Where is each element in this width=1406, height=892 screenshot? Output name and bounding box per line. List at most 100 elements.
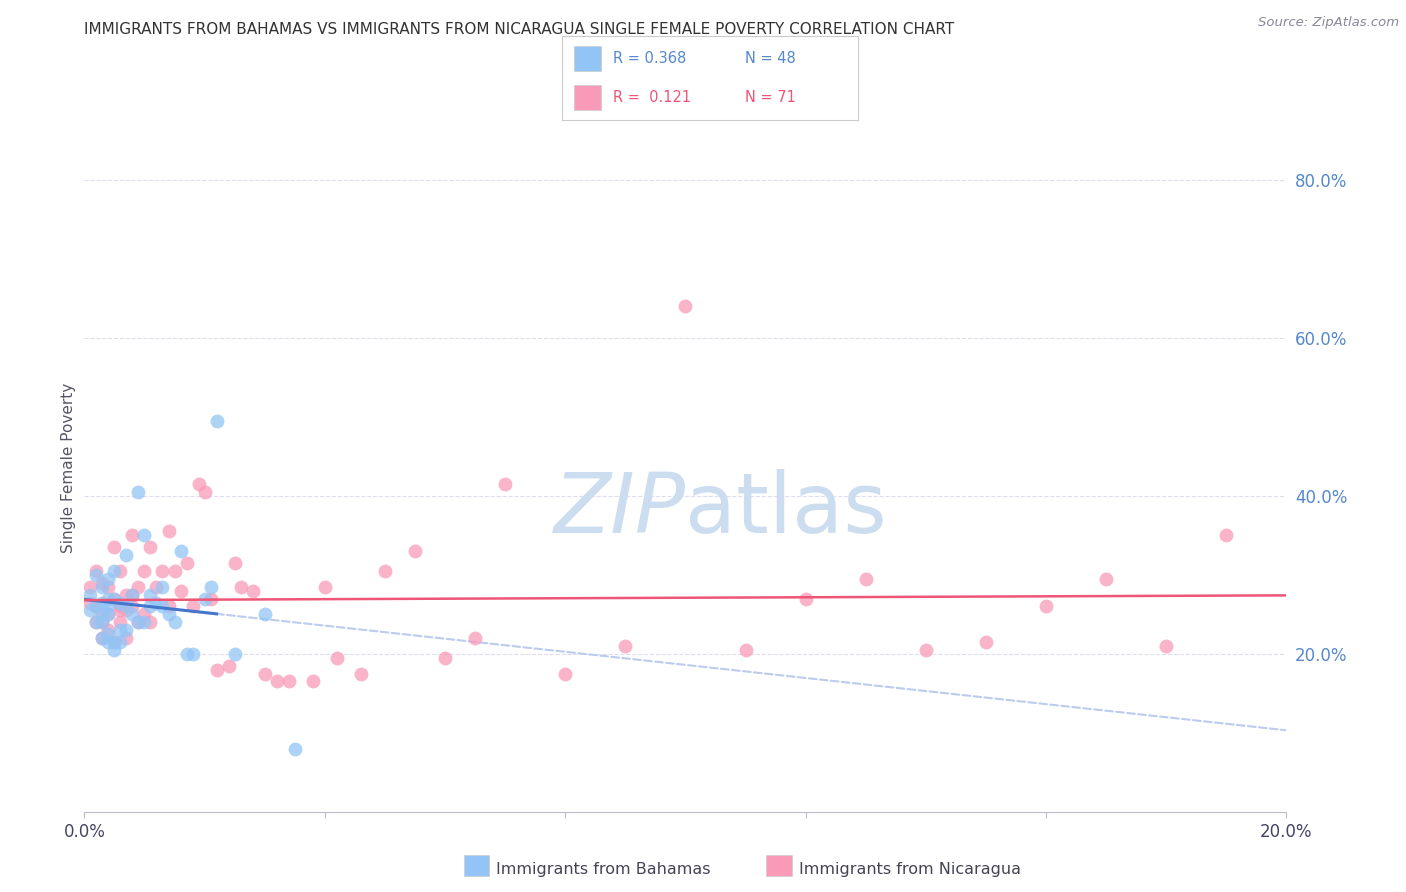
Text: Source: ZipAtlas.com: Source: ZipAtlas.com <box>1258 16 1399 29</box>
Point <box>115 603 138 617</box>
Point <box>91 615 114 630</box>
Point <box>974 635 997 649</box>
Point <box>794 591 817 606</box>
Point <box>277 674 299 689</box>
Text: N = 71: N = 71 <box>745 90 796 105</box>
Point <box>224 647 246 661</box>
FancyBboxPatch shape <box>574 45 600 71</box>
Point <box>494 477 516 491</box>
Point <box>176 647 198 661</box>
Point <box>110 564 132 578</box>
Point <box>110 599 132 614</box>
Point <box>374 564 396 578</box>
Point <box>134 528 156 542</box>
Point <box>91 607 114 622</box>
Point <box>115 599 138 614</box>
Point <box>110 635 132 649</box>
Point <box>464 631 486 645</box>
Point <box>97 607 120 622</box>
Point <box>181 599 204 614</box>
Point <box>115 623 138 637</box>
Point <box>115 548 138 562</box>
Point <box>242 583 264 598</box>
Point <box>103 591 125 606</box>
Point <box>1095 572 1118 586</box>
Point <box>103 635 125 649</box>
Point <box>734 643 756 657</box>
Point <box>86 564 108 578</box>
Point <box>134 564 156 578</box>
Point <box>103 591 125 606</box>
Text: N = 48: N = 48 <box>745 51 796 66</box>
Point <box>110 623 132 637</box>
Point <box>157 524 180 539</box>
Text: ZIP: ZIP <box>554 469 686 550</box>
Y-axis label: Single Female Poverty: Single Female Poverty <box>60 384 76 553</box>
Point <box>284 741 307 756</box>
Point <box>86 615 108 630</box>
Point <box>103 643 125 657</box>
Point <box>181 647 204 661</box>
Text: R =  0.121: R = 0.121 <box>613 90 690 105</box>
Point <box>103 541 125 555</box>
Point <box>121 528 143 542</box>
Point <box>350 666 373 681</box>
Point <box>91 575 114 590</box>
Point <box>187 477 209 491</box>
Point <box>139 599 162 614</box>
Point <box>266 674 288 689</box>
Point <box>110 615 132 630</box>
Point <box>176 556 198 570</box>
Point <box>253 666 276 681</box>
Point <box>91 595 114 609</box>
Point <box>554 666 576 681</box>
Point <box>205 414 228 428</box>
Point <box>163 564 186 578</box>
Point <box>97 572 120 586</box>
Point <box>169 583 191 598</box>
Point <box>434 650 457 665</box>
Point <box>91 580 114 594</box>
Point <box>115 588 138 602</box>
Point <box>614 639 637 653</box>
Point <box>86 567 108 582</box>
Point <box>127 580 149 594</box>
Point <box>97 591 120 606</box>
Point <box>110 595 132 609</box>
Text: atlas: atlas <box>686 469 887 550</box>
Point <box>301 674 323 689</box>
Point <box>229 580 252 594</box>
Point <box>145 580 167 594</box>
Point <box>97 607 120 622</box>
Point <box>163 615 186 630</box>
Point <box>127 485 149 500</box>
Text: R = 0.368: R = 0.368 <box>613 51 686 66</box>
Point <box>79 588 101 602</box>
Point <box>103 635 125 649</box>
FancyBboxPatch shape <box>574 85 600 111</box>
Point <box>218 658 240 673</box>
Point <box>139 615 162 630</box>
Point <box>404 544 426 558</box>
Point <box>194 591 217 606</box>
Point <box>79 580 101 594</box>
Point <box>97 635 120 649</box>
Point <box>91 615 114 630</box>
Point <box>253 607 276 622</box>
Point <box>121 588 143 602</box>
Point <box>1156 639 1178 653</box>
Point <box>152 599 174 614</box>
Point <box>103 564 125 578</box>
Point <box>915 643 938 657</box>
Point <box>91 631 114 645</box>
Point <box>139 541 162 555</box>
Point <box>91 631 114 645</box>
Point <box>152 564 174 578</box>
Point <box>1035 599 1057 614</box>
Point <box>326 650 349 665</box>
Point <box>205 663 228 677</box>
Point <box>169 544 191 558</box>
Point <box>675 300 697 314</box>
Point <box>127 615 149 630</box>
Point <box>194 485 217 500</box>
